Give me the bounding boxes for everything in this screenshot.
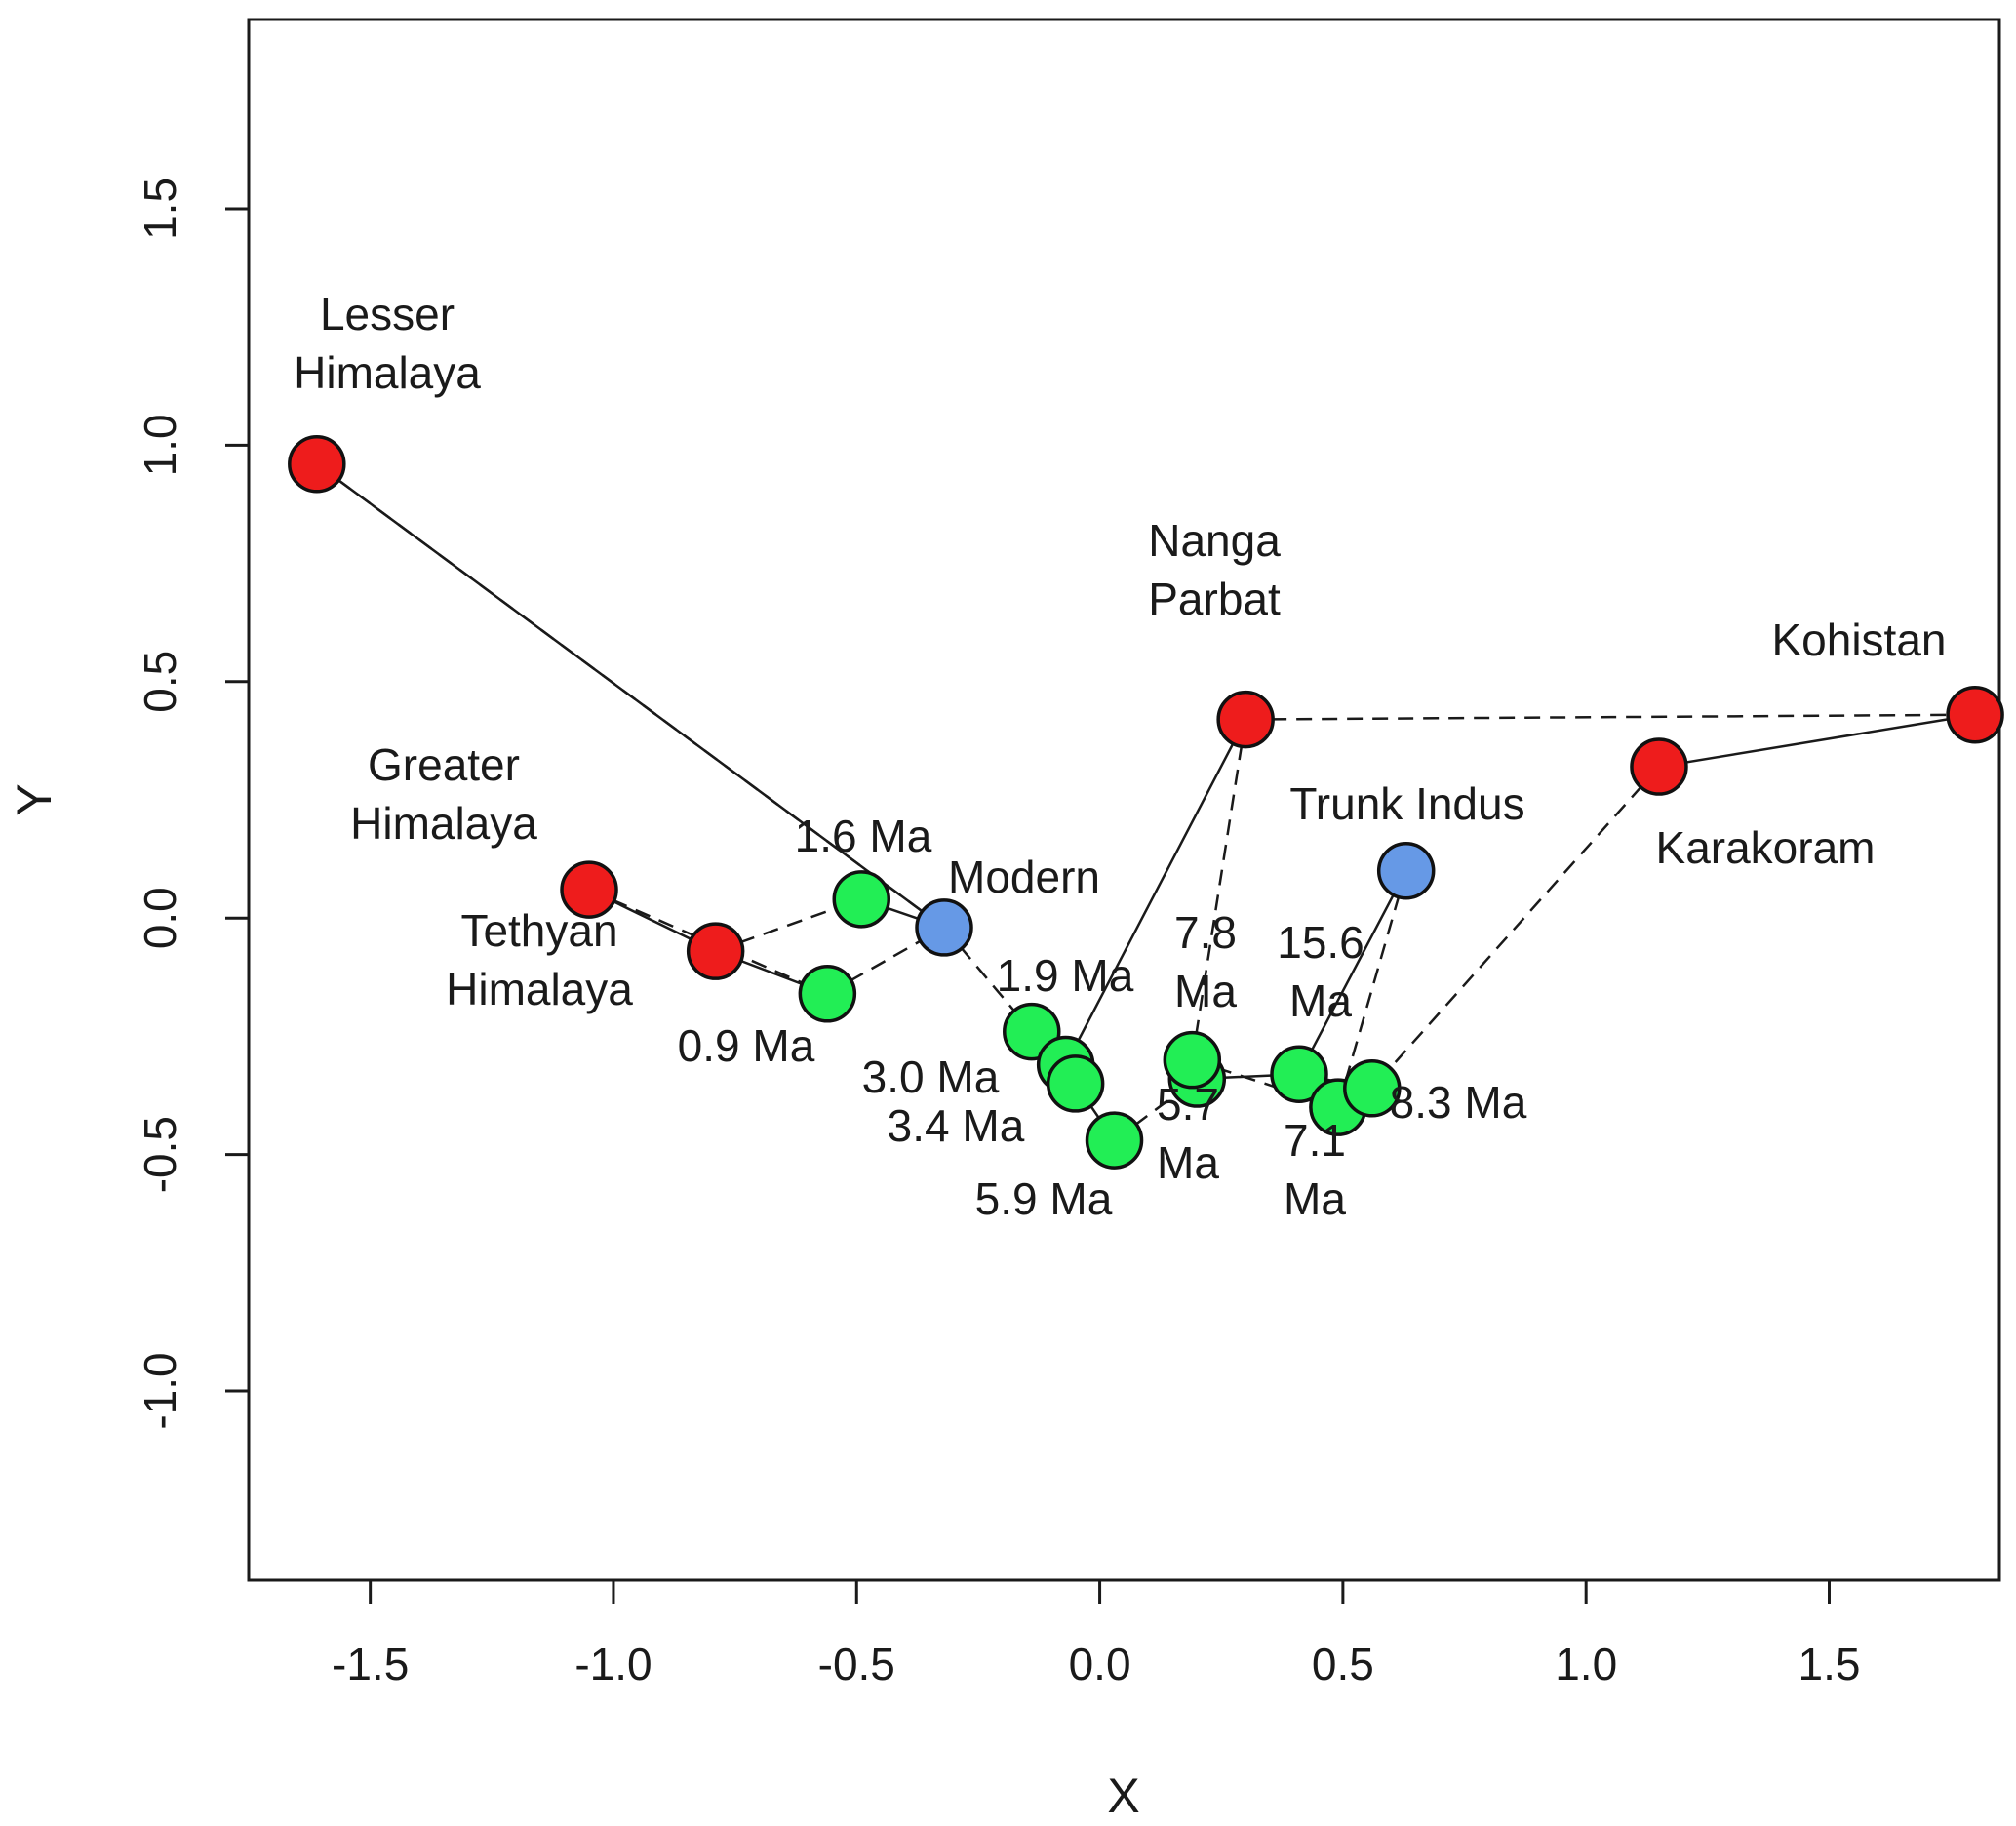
x-tick-label: -1.5 <box>332 1639 409 1689</box>
x-axis-title: X <box>1107 1768 1139 1823</box>
dashed-link-lesser-himalaya-modern <box>316 462 945 929</box>
label-line: Ma <box>1174 966 1237 1016</box>
label-line: Ma <box>1284 1173 1346 1224</box>
point-greater-himalaya <box>560 860 618 919</box>
point-lesser-himalaya <box>288 435 346 494</box>
point-ma-3-4 <box>1046 1054 1105 1113</box>
label-ma-3-0: 3.0 Ma <box>862 1052 1000 1102</box>
y-tick-label: 0.0 <box>135 887 185 949</box>
y-tick-label: 0.5 <box>135 651 185 713</box>
label-line: Himalaya <box>446 964 633 1014</box>
label-ma-5-7: 5.7 Ma <box>1157 1079 1219 1188</box>
point-labels: Lesser Himalaya Greater Himalaya Tethyan Hima… <box>294 289 1946 1224</box>
label-kohistan: Kohistan <box>1771 615 1946 665</box>
label-ma-15-6: 15.6 Ma <box>1277 917 1364 1026</box>
x-tick-label: 1.0 <box>1555 1639 1617 1689</box>
point-nanga-parbat <box>1216 690 1275 749</box>
label-ma-1-6: 1.6 Ma <box>795 811 932 861</box>
x-tick-label: -0.5 <box>818 1639 895 1689</box>
label-line: 7.8 <box>1174 907 1237 958</box>
point-ma-8-3 <box>1343 1059 1402 1118</box>
label-line: Himalaya <box>294 347 481 398</box>
y-tick-label: 1.5 <box>135 178 185 240</box>
label-line: Greater <box>368 739 520 790</box>
point-tethyan-himalaya <box>686 922 745 980</box>
solid-link-trunk-indus-ma-15-6 <box>1297 870 1407 1075</box>
x-axis: -1.5 -1.0 -0.5 0.0 0.5 1.0 1.5 <box>332 1578 1861 1689</box>
label-trunk-indus: Trunk Indus <box>1289 778 1524 829</box>
point-karakoram <box>1630 737 1688 796</box>
label-line: Lesser <box>320 289 455 339</box>
connection-lines <box>316 462 1976 1142</box>
label-line: 8.3 Ma <box>1390 1077 1527 1128</box>
point-kohistan <box>1946 685 2004 744</box>
label-line: Tethyan <box>460 905 617 956</box>
x-tick-label: 1.5 <box>1799 1639 1861 1689</box>
label-line: Kohistan <box>1771 615 1946 665</box>
label-tethyan-himalaya: Tethyan Himalaya <box>446 905 633 1014</box>
dashed-link-trunk-indus-ma-7-1 <box>1336 870 1407 1108</box>
label-line: 1.6 Ma <box>795 811 932 861</box>
point-modern <box>915 898 973 957</box>
label-ma-7-8: 7.8 Ma <box>1174 907 1237 1016</box>
label-ma-3-4: 3.4 Ma <box>888 1100 1025 1151</box>
label-line: Trunk Indus <box>1289 778 1524 829</box>
label-line: 15.6 <box>1277 917 1364 968</box>
label-line: Ma <box>1289 975 1352 1026</box>
label-line: Karakoram <box>1656 822 1876 873</box>
label-ma-1-9: 1.9 Ma <box>997 950 1134 1001</box>
label-nanga-parbat: Nanga Parbat <box>1148 515 1281 624</box>
x-tick-label: 0.0 <box>1069 1639 1131 1689</box>
label-ma-0-9: 0.9 Ma <box>678 1020 815 1071</box>
dashed-link-nanga-parbat-ma-7-8 <box>1191 719 1247 1060</box>
x-tick-label: 0.5 <box>1312 1639 1374 1689</box>
solid-link-karakoram-kohistan <box>1658 713 1976 769</box>
dashed-link-karakoram-ma-8-3 <box>1370 766 1660 1090</box>
label-line: 1.9 Ma <box>997 950 1134 1001</box>
point-ma-7-8 <box>1163 1030 1222 1090</box>
point-ma-0-9 <box>798 965 857 1023</box>
point-ma-5-9 <box>1085 1111 1144 1170</box>
label-line: Ma <box>1157 1137 1219 1188</box>
y-axis: -1.0 -0.5 0.0 0.5 1.0 1.5 <box>135 178 251 1430</box>
label-line: 0.9 Ma <box>678 1020 815 1071</box>
label-line: 5.9 Ma <box>975 1173 1113 1224</box>
label-line: 5.7 <box>1157 1079 1219 1130</box>
label-line: Himalaya <box>350 798 537 849</box>
point-ma-1-6 <box>832 870 890 929</box>
label-line: Modern <box>948 852 1100 902</box>
label-modern: Modern <box>948 852 1100 902</box>
label-line: Parbat <box>1148 574 1281 624</box>
label-lesser-himalaya: Lesser Himalaya <box>294 289 481 398</box>
label-line: 3.4 Ma <box>888 1100 1025 1151</box>
label-line: 7.1 <box>1284 1115 1346 1166</box>
x-tick-label: -1.0 <box>574 1639 652 1689</box>
point-trunk-indus <box>1376 841 1436 900</box>
data-points <box>288 435 2004 1170</box>
label-greater-himalaya: Greater Himalaya <box>350 739 537 849</box>
label-line: Nanga <box>1148 515 1281 566</box>
solid-link-nanga-parbat-ma-3-0 <box>1064 718 1247 1066</box>
dashed-link-nanga-parbat-kohistan <box>1245 713 1976 721</box>
y-tick-label: -1.0 <box>135 1352 185 1429</box>
y-tick-label: -0.5 <box>135 1116 185 1193</box>
point-ma-15-6 <box>1270 1045 1328 1103</box>
y-tick-label: 1.0 <box>135 414 185 476</box>
y-axis-title: Y <box>7 783 61 815</box>
label-ma-7-1: 7.1 Ma <box>1284 1115 1346 1224</box>
label-karakoram: Karakoram <box>1656 822 1876 873</box>
label-line: 3.0 Ma <box>862 1052 1000 1102</box>
label-ma-8-3: 8.3 Ma <box>1390 1077 1527 1128</box>
label-ma-5-9: 5.9 Ma <box>975 1173 1113 1224</box>
